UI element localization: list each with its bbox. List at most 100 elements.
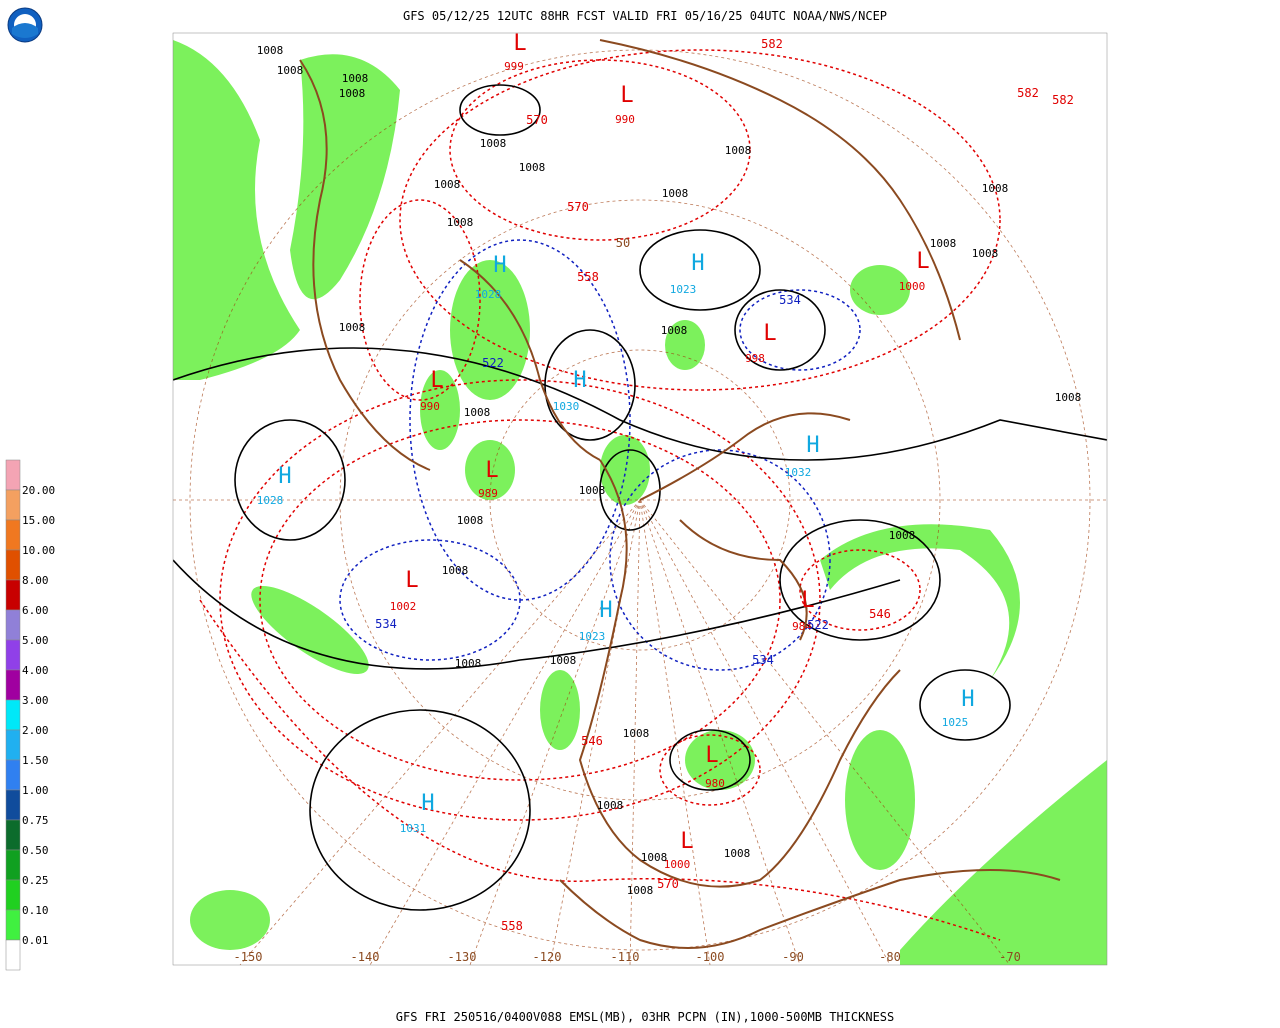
pressure-center-value: 1000	[899, 280, 926, 293]
longitude-label: -150	[234, 950, 263, 964]
isobar-label: 1008	[455, 657, 482, 670]
isobar-contours	[173, 84, 1107, 911]
legend-swatch	[5, 849, 21, 881]
legend-label: 2.00	[22, 724, 49, 737]
thickness-label: 570	[567, 200, 589, 214]
legend-label: 0.75	[22, 814, 49, 827]
pressure-center-value: 1023	[579, 630, 606, 643]
isobar-label: 1008	[1055, 391, 1082, 404]
legend-label: 0.25	[22, 874, 49, 887]
isobar-label: 1008	[972, 247, 999, 260]
pressure-center-value: 989	[478, 487, 498, 500]
pressure-center-letter: H	[806, 433, 819, 458]
pressure-center-letter: H	[691, 251, 704, 276]
legend-label: 8.00	[22, 574, 49, 587]
isobar-label: 1008	[579, 484, 606, 497]
map: H 1028 H 1031 H 1025 H 1032 H 1023 H 1030 H 1023 H 1028…	[172, 31, 1108, 966]
thickness-label: 546	[869, 607, 891, 621]
pressure-center-letter: H	[961, 687, 974, 712]
legend-label: 0.10	[22, 904, 49, 917]
coastlines	[299, 39, 1061, 949]
isobar-label: 1008	[342, 72, 369, 85]
legend-swatch	[5, 639, 21, 671]
legend: 20.00 15.00 10.00 8.00 6.00 5.00 4.00 3.00 2.00 1…	[5, 459, 55, 971]
thickness-label: 558	[501, 919, 523, 933]
thickness-label: 522	[807, 618, 829, 632]
isobar-label: 1008	[339, 87, 366, 100]
thickness-label: 534	[752, 653, 774, 667]
pressure-center-letter: H	[278, 464, 291, 489]
isobar-label: 1008	[442, 564, 469, 577]
thickness-label: 546	[581, 734, 603, 748]
legend-label: 4.00	[22, 664, 49, 677]
title: GFS 05/12/25 12UTC 88HR FCST VALID FRI 0…	[403, 9, 887, 23]
noaa-logo	[7, 7, 43, 43]
pressure-center-value: 1030	[553, 400, 580, 413]
pressure-center-letter: H	[599, 598, 612, 623]
pressure-center-value: 998	[745, 352, 765, 365]
longitude-label: -100	[696, 950, 725, 964]
legend-label: 15.00	[22, 514, 55, 527]
isobar-label: 1008	[339, 321, 366, 334]
legend-swatch	[5, 759, 21, 791]
pressure-center-letter: L	[705, 743, 718, 768]
legend-label: 0.01	[22, 934, 49, 947]
legend-label: 0.50	[22, 844, 49, 857]
pressure-center-value: 990	[615, 113, 635, 126]
isobar-label: 1008	[662, 187, 689, 200]
pressure-center-value: 1028	[475, 288, 502, 301]
isobar-label: 1008	[277, 64, 304, 77]
legend-swatch	[5, 879, 21, 911]
pressure-center-letter: L	[485, 458, 498, 483]
pressure-center-value: 990	[420, 400, 440, 413]
footer: GFS FRI 250516/0400V088 EMSL(MB), 03HR P…	[396, 1010, 895, 1024]
latitude-label: 50	[616, 236, 630, 250]
map-labels: H 1028 H 1031 H 1025 H 1032 H 1023 H 1030 H 1023 H 1028…	[234, 31, 1082, 964]
pressure-center-value: 1000	[664, 858, 691, 871]
pressure-center-letter: H	[573, 368, 586, 393]
isobar-label: 1008	[627, 884, 654, 897]
longitude-label: -80	[879, 950, 901, 964]
thickness-label: 570	[526, 113, 548, 127]
isobar-label: 1008	[480, 137, 507, 150]
isobar-label: 1008	[724, 847, 751, 860]
pressure-center-letter: L	[513, 31, 526, 56]
legend-label: 1.50	[22, 754, 49, 767]
legend-swatch	[5, 699, 21, 731]
legend-label: 10.00	[22, 544, 55, 557]
legend-label: 6.00	[22, 604, 49, 617]
pressure-center-value: 1025	[942, 716, 969, 729]
thickness-label: 582	[1017, 86, 1039, 100]
thickness-contours-blue	[339, 239, 861, 671]
thickness-label: 582	[761, 37, 783, 51]
legend-swatch	[5, 909, 21, 941]
pressure-center-letter: L	[801, 588, 814, 613]
legend-swatch	[5, 729, 21, 761]
pressure-center-letter: L	[620, 83, 633, 108]
longitude-label: -110	[611, 950, 640, 964]
isobar-label: 1008	[889, 529, 916, 542]
pressure-center-value: 1032	[785, 466, 812, 479]
legend-swatch	[5, 789, 21, 821]
legend-swatch	[5, 579, 21, 611]
map-layers	[173, 39, 1107, 965]
legend-swatch	[5, 459, 21, 491]
legend-swatch	[5, 489, 21, 521]
isobar-label: 1008	[257, 44, 284, 57]
legend-label: 5.00	[22, 634, 49, 647]
isobar-label: 1008	[725, 144, 752, 157]
thickness-label: 534	[375, 617, 397, 631]
legend-swatch	[5, 669, 21, 701]
pressure-center-letter: L	[763, 321, 776, 346]
legend-label: 20.00	[22, 484, 55, 497]
thickness-label: 534	[779, 293, 801, 307]
pressure-center-value: 1028	[257, 494, 284, 507]
thickness-label: 582	[1052, 93, 1074, 107]
thickness-label: 558	[577, 270, 599, 284]
isobar-label: 1008	[519, 161, 546, 174]
isobar-label: 1008	[464, 406, 491, 419]
legend-swatch	[5, 549, 21, 581]
pressure-center-letter: L	[430, 368, 443, 393]
legend-swatch	[5, 939, 21, 971]
